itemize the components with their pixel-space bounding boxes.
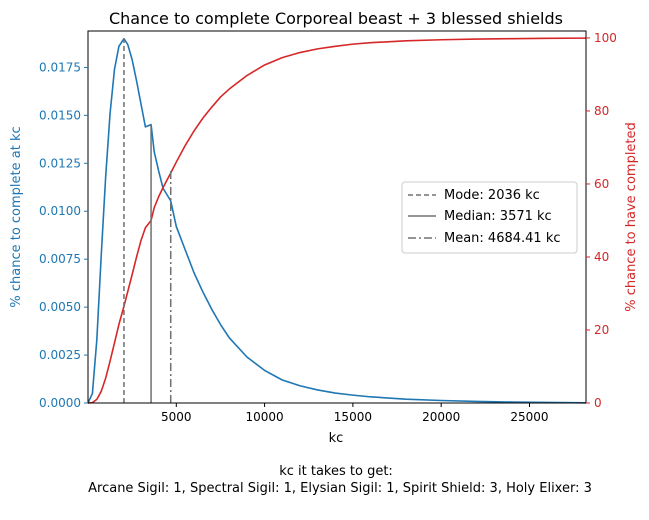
y-left-tick-label: 0.0150 [39, 108, 81, 122]
y-right-tick-label: 80 [594, 104, 609, 118]
x-axis-ticks: 5000 10000 15000 20000 25000 [161, 403, 549, 424]
legend-label-mean: Mean: 4684.41 kc [444, 231, 561, 246]
y-right-axis-ticks: 0 20 40 60 80 100 [586, 31, 617, 410]
y-right-tick-label: 100 [594, 31, 617, 45]
y-right-tick-label: 60 [594, 177, 609, 191]
plot-frame [87, 30, 587, 404]
x-tick-label: 10000 [246, 410, 284, 424]
legend-label-median: Median: 3571 kc [444, 209, 552, 224]
reference-lines [123, 38, 172, 403]
x-tick-label: 20000 [422, 410, 460, 424]
legend: Mode: 2036 kc Median: 3571 kc Mean: 4684… [401, 181, 578, 254]
y-left-axis-label: % chance to complete at kc [9, 126, 24, 307]
y-right-tick-label: 20 [594, 323, 609, 337]
y-right-tick-label: 40 [594, 250, 609, 264]
caption-line-2: Arcane Sigil: 1, Spectral Sigil: 1, Elys… [88, 481, 592, 496]
legend-box [401, 181, 578, 254]
cdf-line [87, 37, 587, 404]
y-right-axis-label: % chance to have completed [624, 122, 639, 312]
y-left-tick-label: 0.0000 [39, 396, 81, 410]
x-axis-label: kc [329, 431, 344, 446]
y-right-tick-label: 0 [594, 396, 602, 410]
caption-line-1: kc it takes to get: [279, 464, 393, 479]
y-left-tick-label: 0.0050 [39, 300, 81, 314]
y-left-tick-label: 0.0175 [39, 60, 81, 74]
x-tick-label: 15000 [334, 410, 372, 424]
x-tick-label: 5000 [161, 410, 192, 424]
pdf-series [87, 37, 587, 404]
y-left-tick-label: 0.0125 [39, 156, 81, 170]
y-left-tick-label: 0.0075 [39, 252, 81, 266]
legend-label-mode: Mode: 2036 kc [444, 188, 540, 203]
y-left-tick-label: 0.0100 [39, 204, 81, 218]
y-left-axis-ticks: 0.0000 0.0025 0.0050 0.0075 0.0100 0.0125 0.01… [39, 60, 88, 410]
pdf-line [87, 37, 587, 404]
chart-title: Chance to complete Corporeal beast + 3 b… [109, 9, 563, 28]
x-tick-label: 25000 [510, 410, 548, 424]
y-left-tick-label: 0.0025 [39, 348, 81, 362]
cdf-series [87, 37, 587, 404]
